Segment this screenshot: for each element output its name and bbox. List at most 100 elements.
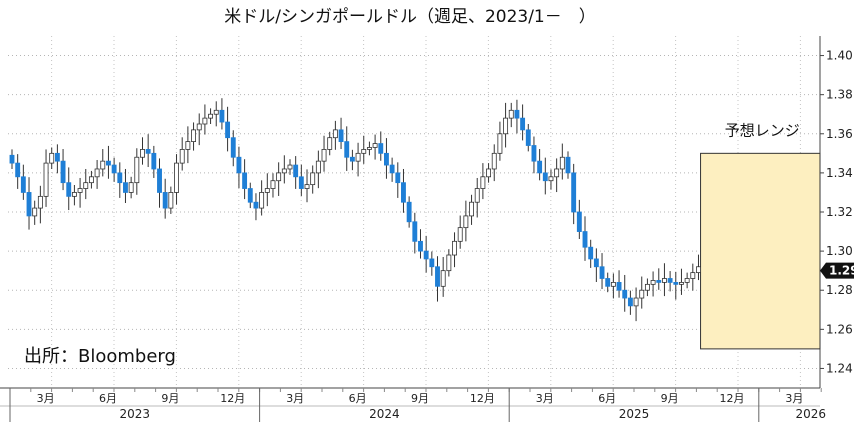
candle: [298, 164, 304, 196]
x-tick-label: 3月: [286, 392, 304, 405]
candle: [401, 168, 406, 213]
y-axis-tick-labels: 1.24 1.26 1.28 1.30 1.32 1.34 1.36 1.38 1.40: [820, 49, 853, 375]
candle-body-down: [15, 162, 21, 178]
candle: [395, 162, 401, 198]
candle: [242, 159, 248, 200]
y-tick-label: 1.30: [826, 244, 853, 258]
candle: [151, 145, 157, 178]
candle: [157, 158, 162, 208]
candle: [281, 155, 287, 184]
candle-body-down: [253, 201, 259, 209]
candle: [332, 120, 338, 150]
candle: [26, 177, 32, 230]
candle-body-down: [378, 143, 384, 154]
candle: [639, 276, 645, 309]
candle-body-up: [355, 152, 361, 162]
candle: [622, 274, 628, 312]
candle: [696, 254, 701, 281]
candle-body-down: [395, 172, 401, 184]
candle-body-down: [525, 129, 531, 146]
candle-body-up: [457, 227, 463, 242]
candle: [77, 177, 83, 208]
candle-body-down: [588, 246, 594, 260]
candle: [253, 193, 259, 221]
candle: [616, 270, 622, 298]
candle: [9, 149, 15, 169]
candle: [32, 200, 38, 225]
candle: [225, 106, 231, 152]
candle-body-down: [236, 156, 242, 174]
candle: [508, 102, 514, 128]
candle-body-down: [593, 258, 599, 268]
candle-body-down: [26, 192, 32, 217]
candle: [117, 162, 123, 198]
candle: [88, 170, 94, 189]
candle-body-up: [208, 113, 214, 119]
candle: [304, 169, 310, 203]
x-tick-label: 6月: [349, 392, 367, 405]
y-tick-label: 1.26: [826, 322, 853, 336]
candle-body-down: [531, 145, 537, 162]
candle: [37, 185, 43, 224]
candle-body-up: [650, 280, 656, 285]
candle-body-up: [310, 172, 316, 186]
candle-body-down: [338, 129, 344, 143]
forecast-range-box: [700, 152, 821, 350]
candle: [179, 137, 185, 171]
candle: [287, 159, 293, 175]
candle: [480, 163, 486, 200]
candle-body-up: [463, 215, 469, 229]
candle-body-up: [281, 168, 287, 174]
candle-body-up: [508, 109, 514, 119]
candle: [537, 149, 543, 181]
candle-body-up: [548, 176, 554, 182]
x-tick-label: 9月: [661, 392, 679, 405]
x-tick-label: 6月: [598, 392, 616, 405]
candle: [514, 99, 520, 134]
x-tick-label: 3月: [785, 392, 803, 405]
candle: [202, 104, 208, 135]
candle-body-down: [111, 164, 117, 174]
x-tick-label: 9月: [411, 392, 429, 405]
candle-body-up: [503, 117, 509, 135]
candle-body-up: [128, 182, 134, 193]
candle: [321, 135, 327, 172]
candle-body-up: [270, 180, 276, 189]
candle: [71, 185, 77, 206]
candle-body-down: [514, 109, 520, 119]
candle: [49, 147, 55, 169]
candle-body-up: [37, 195, 43, 209]
candle: [293, 156, 299, 189]
candle-body-up: [690, 272, 696, 279]
candle-body-down: [401, 182, 406, 203]
x-axis-year-labels: 2023 2024 2025 2026: [120, 407, 827, 421]
candle: [542, 157, 548, 195]
candle-body-down: [576, 211, 582, 232]
candle-body-down: [582, 231, 588, 248]
candle-body-up: [264, 188, 270, 193]
candle: [361, 135, 367, 164]
candle-body-up: [276, 172, 282, 182]
candle: [423, 235, 429, 273]
candle: [554, 158, 560, 193]
candle-body-up: [469, 201, 474, 217]
candle: [599, 253, 605, 290]
y-tick-label: 1.32: [826, 205, 853, 219]
candle: [571, 163, 577, 225]
candle-body-down: [537, 160, 543, 174]
candle-body-up: [366, 147, 372, 150]
candle: [230, 130, 236, 167]
candle: [429, 251, 435, 276]
candle-body-down: [667, 278, 673, 283]
candle: [457, 215, 463, 249]
candle-body-down: [406, 201, 412, 223]
candle-body-down: [520, 117, 526, 131]
candle: [43, 149, 49, 207]
candle-body-up: [49, 152, 55, 164]
candle-body-down: [162, 192, 168, 209]
candle-body-up: [168, 192, 174, 209]
candle: [310, 165, 316, 194]
candle: [667, 271, 673, 292]
candle-body-down: [349, 156, 355, 162]
candle-body-up: [100, 160, 106, 170]
